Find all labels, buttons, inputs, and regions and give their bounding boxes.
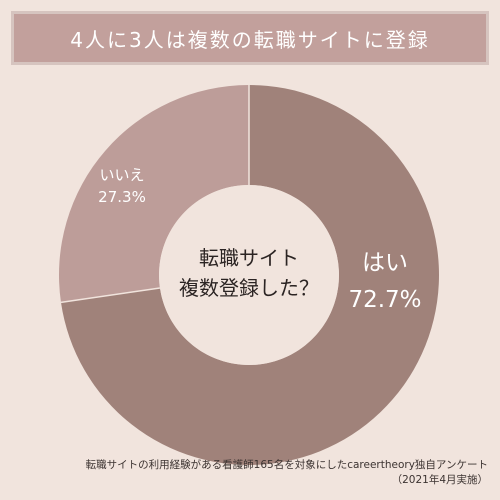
donut-hole [159,185,339,365]
slice-label-yes: はい [362,250,408,276]
source-note-line1: 転職サイトの利用経験がある看護師165名を対象にしたcareertheory独自… [85,459,488,471]
source-note: 転職サイトの利用経験がある看護師165名を対象にしたcareertheory独自… [86,458,488,488]
center-label-line: 複数登録した？ [179,276,319,300]
slice-yes [60,85,439,466]
title-banner: 4人に3人は複数の転職サイトに登録 [11,11,489,65]
slice-value-yes: 72.7% [348,287,421,313]
chart-title: 4人に3人は複数の転職サイトに登録 [70,27,430,52]
source-note-line2: （2021年4月実施） [391,474,488,486]
slice-divider [60,287,161,304]
slice-value-no: 27.3% [98,188,146,206]
slice-no [59,85,250,303]
slice-label-no: いいえ [99,166,144,184]
center-label-line: 転職サイト [199,246,299,270]
